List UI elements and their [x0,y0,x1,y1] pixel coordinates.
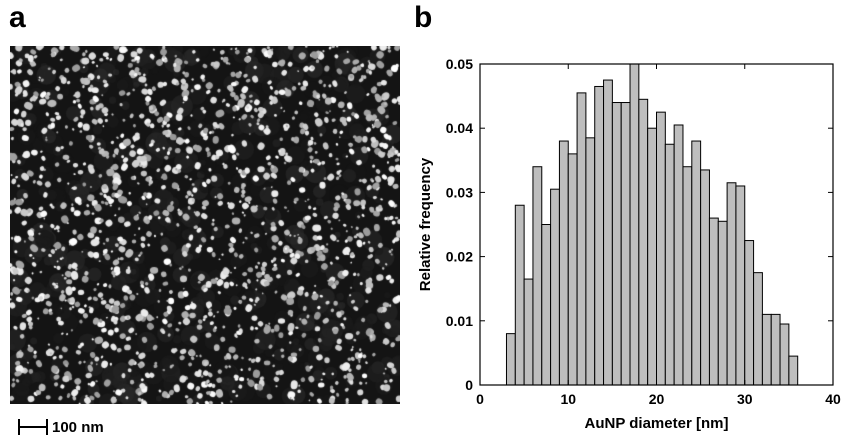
histogram-bar [594,85,605,386]
histogram-bar [647,127,657,386]
histogram-bar [585,137,596,386]
histogram-bar [567,153,578,386]
histogram-bar [629,63,640,386]
axis-ticks: 0 10 20 30 40 0 0.01 0.02 0.03 0.04 0.05 [446,56,841,407]
histogram-bar [735,185,746,386]
histogram-bar [664,143,675,386]
x-tick-label: 40 [825,391,841,407]
y-axis-title: Relative frequency [417,157,434,291]
histogram-bar [717,220,728,386]
y-tick-label: 0.05 [446,56,473,72]
y-tick-label: 0.01 [446,313,473,329]
y-tick-label: 0 [465,377,473,393]
histogram-bar [753,272,763,386]
histogram-bar [514,204,525,386]
scale-bar [18,419,48,435]
histogram-bar [761,313,772,386]
x-tick-label: 10 [560,391,576,407]
x-axis-title: AuNP diameter [nm] [585,415,729,432]
panel-b-letter: b [414,1,433,34]
histogram-bar [770,313,781,386]
histogram-bar [523,278,534,386]
afm-micrograph-image [10,46,400,404]
histogram-bar [558,140,569,386]
y-tick-label: 0.02 [446,249,473,265]
y-tick-label: 0.04 [446,120,473,136]
histogram-bar [700,169,710,386]
histogram-bar [726,182,737,386]
x-tick-label: 20 [649,391,665,407]
scale-bar-label: 100 nm [52,419,104,436]
histogram-bar [541,224,552,386]
histogram-bar [708,217,719,386]
histogram-bar [638,98,649,386]
histogram-bar [779,323,790,386]
histogram-bar [788,355,799,386]
x-tick-label: 0 [476,391,484,407]
histogram-bar [611,102,622,386]
histogram-bar [656,111,666,386]
histogram-bar [744,240,755,386]
panel-a-letter: a [9,1,26,34]
histogram-bar [673,124,684,386]
histogram-bar [505,333,516,386]
histogram-bar [603,79,613,386]
histogram-bar [691,140,702,386]
y-tick-label: 0.03 [446,184,473,200]
histogram-bar [682,166,693,386]
histogram-bar [550,188,560,386]
histogram-bar [576,92,587,386]
histogram-bars [505,63,799,386]
x-tick-label: 30 [737,391,753,407]
histogram-bar [532,166,543,386]
histogram-bar [620,102,631,386]
